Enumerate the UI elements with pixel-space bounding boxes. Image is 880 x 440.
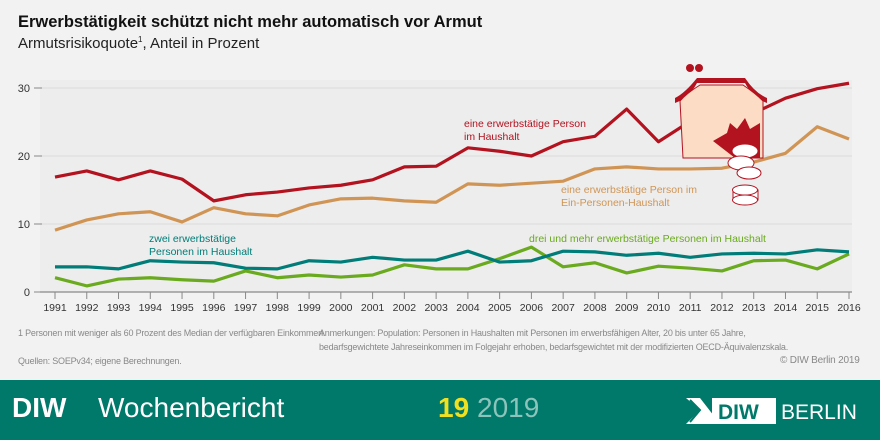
x-tick-label: 2001 [361, 302, 385, 314]
x-tick-label: 1991 [43, 302, 67, 314]
x-tick-label: 1998 [266, 302, 290, 314]
footer-issue: 19 [438, 392, 470, 423]
remarks-line-2: bedarfsgewichtete Jahreseinkommen im Fol… [319, 342, 789, 352]
label-red-2: im Haushalt [464, 131, 520, 143]
x-tick-label: 1997 [234, 302, 258, 314]
x-tick-label: 1995 [170, 302, 194, 314]
x-tick-label: 2006 [520, 302, 544, 314]
purse-icon [675, 64, 767, 206]
label-green: drei und mehr erwerbstätige Personen im … [529, 233, 766, 245]
diw-berlin-logo: DIW BERLIN [686, 398, 857, 424]
logo-diw-text: DIW [718, 401, 759, 424]
label-orange-2: Ein-Personen-Haushalt [561, 197, 670, 209]
x-tick-label: 2008 [583, 302, 607, 314]
x-tick-label: 2009 [615, 302, 639, 314]
remarks-line-1: Anmerkungen: Population: Personen in Hau… [319, 328, 746, 338]
label-teal-2: Personen im Haushalt [149, 246, 252, 258]
series-line-2 [55, 248, 850, 271]
label-red-1: eine erwerbstätige Person [464, 118, 586, 130]
subtitle-text: Armutsrisikoquote [18, 35, 139, 52]
x-tick-label: 2000 [329, 302, 353, 314]
x-tick-label: 2002 [393, 302, 417, 314]
footnote: 1 Personen mit weniger als 60 Prozent de… [18, 328, 326, 338]
y-tick-label: 20 [18, 151, 30, 163]
x-tick-label: 2014 [774, 302, 798, 314]
y-tick-label: 10 [18, 219, 30, 231]
x-tick-label: 2011 [679, 302, 702, 314]
line-chart: 0 10 20 30 1991 1992 1993 1994 1995 1996 1997 1998 1… [18, 64, 861, 314]
chart-subtitle: Armutsrisikoquote1, Anteil in Prozent [18, 35, 259, 52]
x-tick-label: 2016 [837, 302, 861, 314]
chart-title: Erwerbstätigkeit schützt nicht mehr auto… [18, 13, 483, 31]
x-tick-label: 1993 [107, 302, 131, 314]
x-tick-label: 1994 [139, 302, 163, 314]
x-tick-label: 2015 [806, 302, 830, 314]
x-tick-label: 2005 [488, 302, 512, 314]
footer-publication: Wochenbericht [98, 392, 285, 423]
footer-bar: DIW Wochenbericht 19 2019 DIW BERLIN [0, 380, 880, 440]
x-tick-label: 2004 [456, 302, 480, 314]
subtitle-rest: , Anteil in Prozent [142, 35, 260, 52]
x-tick-label: 1999 [297, 302, 321, 314]
y-tick-label: 0 [24, 287, 30, 299]
x-tick-label: 2012 [710, 302, 734, 314]
label-teal-1: zwei erwerbstätige [149, 233, 236, 245]
copyright: © DIW Berlin 2019 [780, 355, 860, 366]
footer-year: 2019 [477, 392, 540, 423]
logo-city-text: BERLIN [781, 401, 857, 424]
footnote-marker: 1 [138, 35, 143, 44]
series-line-1 [54, 125, 850, 232]
series-line-3 [54, 245, 850, 288]
x-tick-label: 2010 [647, 302, 671, 314]
sources: Quellen: SOEPv34; eigene Berechnungen. [18, 356, 182, 366]
x-tick-label: 1992 [75, 302, 99, 314]
x-tick-label: 2007 [551, 302, 575, 314]
label-orange-1: eine erwerbstätige Person im [561, 184, 697, 196]
x-tick-label: 1996 [202, 302, 226, 314]
x-tick-label: 2013 [742, 302, 766, 314]
footer-brand: DIW [12, 392, 67, 423]
x-tick-label: 2003 [424, 302, 448, 314]
y-tick-label: 30 [18, 83, 30, 95]
